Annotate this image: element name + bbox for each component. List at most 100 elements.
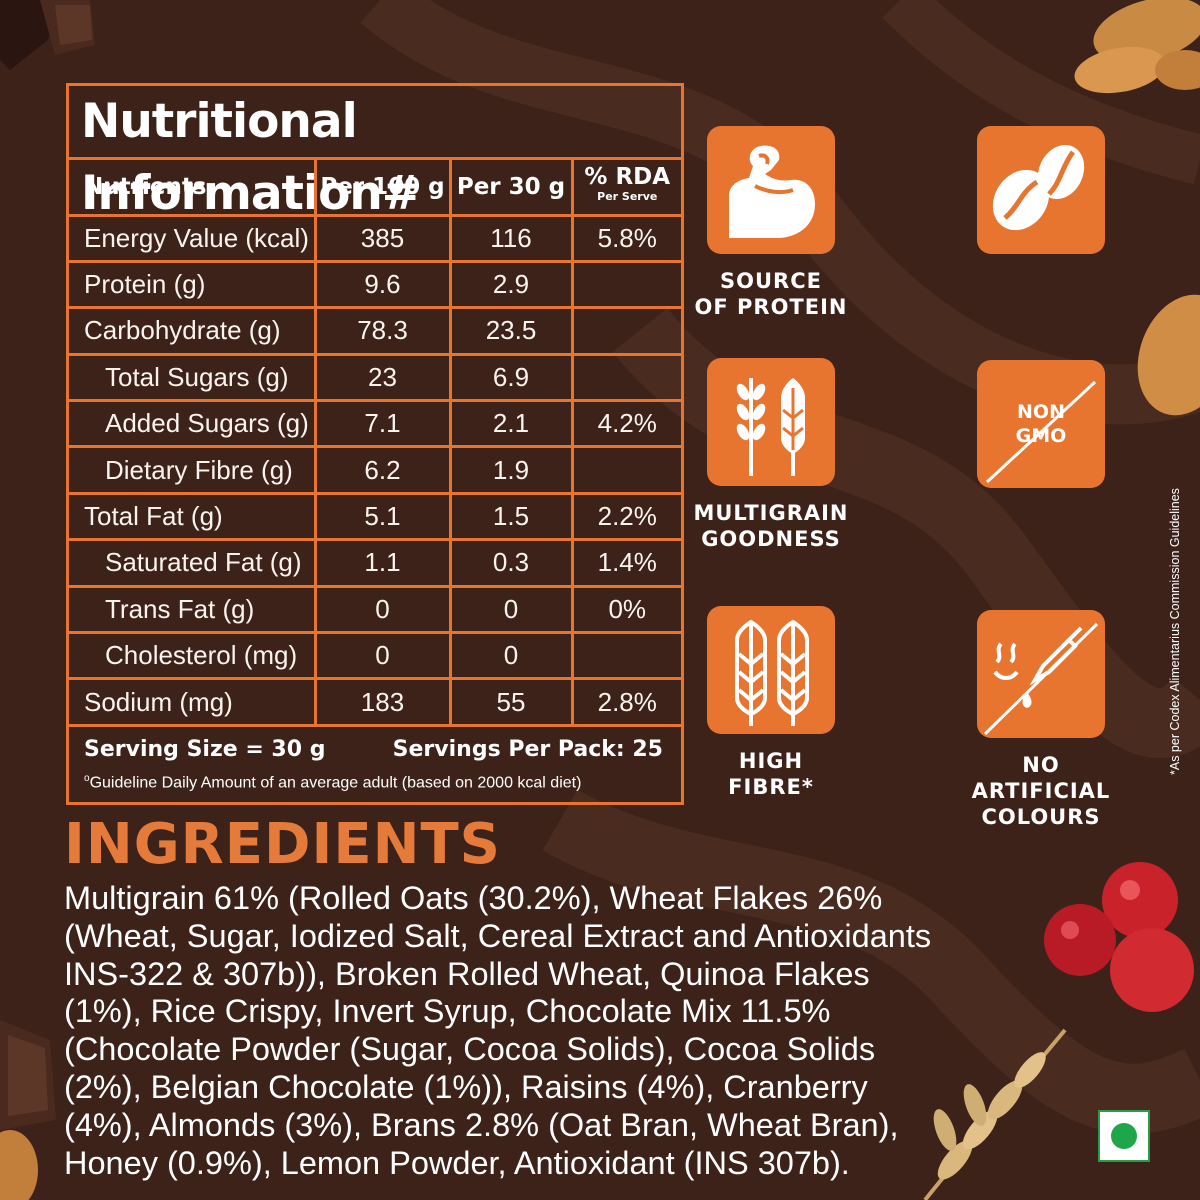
- rda-value: 2.8%: [570, 677, 681, 727]
- almond-image: [1137, 294, 1200, 416]
- header-rda-label: % RDA: [584, 163, 671, 190]
- badge-colours-label: NO ARTIFICIAL COLOURS: [971, 753, 1111, 829]
- badge-multigrain-label: MULTIGRAIN GOODNESS: [693, 501, 849, 551]
- codex-footnote: *As per Codex Alimentarius Commission Gu…: [1168, 488, 1182, 775]
- nutrient-name: Added Sugars (g): [69, 399, 317, 449]
- rda-value: [570, 306, 681, 356]
- table-row: Added Sugars (g) 7.1 2.1 4.2%: [69, 399, 681, 449]
- rda-value: 2.2%: [570, 491, 681, 542]
- nutrient-name: Total Sugars (g): [69, 352, 317, 403]
- badge-protein-tile: [707, 126, 835, 254]
- flexed-arm-icon: [729, 145, 815, 238]
- coffee-beans-icon: [992, 144, 1085, 231]
- no-dropper-icon: [983, 622, 1099, 736]
- rda-value: 4.2%: [570, 399, 681, 449]
- per-100g-value: 5.1: [313, 491, 452, 542]
- nutrient-name: Protein (g): [69, 259, 317, 310]
- per-100g-value: 9.6: [313, 259, 452, 310]
- per-100g-value: 7.1: [313, 399, 452, 449]
- table-row: Cholesterol (mg) 0 0: [69, 631, 681, 681]
- rda-value: [570, 631, 681, 681]
- table-row: Total Fat (g) 5.1 1.5 2.2%: [69, 491, 681, 542]
- table-row: Total Sugars (g) 23 6.9: [69, 352, 681, 403]
- header-rda: % RDA Per Serve: [570, 160, 681, 217]
- per-30g-value: 1.9: [448, 445, 574, 495]
- table-row: Sodium (mg) 183 55 2.8%: [69, 677, 681, 727]
- header-per-30g: Per 30 g: [448, 160, 574, 217]
- header-nutrients: Nutrients: [69, 160, 317, 217]
- nutrition-grid: Nutrients Per 100 g Per 30 g % RDA Per S…: [69, 160, 681, 727]
- badge-coffee-tile: [977, 126, 1105, 254]
- nutrient-name: Total Fat (g): [69, 491, 317, 542]
- nutrient-name: Dietary Fibre (g): [69, 445, 317, 495]
- per-30g-value: 0: [448, 584, 574, 635]
- nutrition-header-row: Nutrients Per 100 g Per 30 g % RDA Per S…: [69, 160, 681, 217]
- rda-value: 1.4%: [570, 538, 681, 588]
- per-30g-value: 2.1: [448, 399, 574, 449]
- header-per-100g: Per 100 g: [313, 160, 452, 217]
- guideline-note: oGuideline Daily Amount of an average ad…: [84, 773, 581, 792]
- per-30g-value: 0.3: [448, 538, 574, 588]
- per-30g-value: 1.5: [448, 491, 574, 542]
- rda-value: 5.8%: [570, 213, 681, 263]
- badge-fibre: HIGH FIBRE*: [681, 606, 861, 800]
- per-30g-value: 116: [448, 213, 574, 263]
- chocolate-almond-image: [0, 1020, 56, 1200]
- guideline-mark: o: [84, 773, 90, 784]
- badge-non-gmo: NON GMO: [951, 360, 1131, 488]
- rda-value: [570, 352, 681, 403]
- nutrition-title: Nutritional Information#: [69, 86, 681, 221]
- veg-mark-icon: [1098, 1110, 1150, 1162]
- table-row: Energy Value (kcal) 385 116 5.8%: [69, 213, 681, 263]
- badge-fibre-label: HIGH FIBRE*: [728, 749, 814, 799]
- rda-value: [570, 445, 681, 495]
- table-row: Saturated Fat (g) 1.1 0.3 1.4%: [69, 538, 681, 588]
- per-30g-value: 55: [448, 677, 574, 727]
- per-100g-value: 385: [313, 213, 452, 263]
- per-100g-value: 183: [313, 677, 452, 727]
- badge-protein: SOURCE OF PROTEIN: [681, 126, 861, 320]
- ingredients-title: INGREDIENTS: [64, 812, 502, 877]
- badge-protein-label: SOURCE OF PROTEIN: [694, 269, 848, 319]
- badge-colours-tile: [977, 610, 1105, 738]
- table-row: Protein (g) 9.6 2.9: [69, 259, 681, 310]
- badge-no-artificial-colours: NO ARTIFICIAL COLOURS: [951, 610, 1131, 830]
- badge-multigrain-tile: [707, 358, 835, 486]
- nutrition-footer: Serving Size = 30 g Servings Per Pack: 2…: [69, 724, 681, 802]
- per-100g-value: 0: [313, 631, 452, 681]
- per-100g-value: 1.1: [313, 538, 452, 588]
- nutrient-name: Trans Fat (g): [69, 584, 317, 635]
- wheat-icon: [735, 619, 809, 726]
- ingredients-text: Multigrain 61% (Rolled Oats (30.2%), Whe…: [64, 880, 932, 1181]
- badge-fibre-tile: [707, 606, 835, 734]
- per-30g-value: 6.9: [448, 352, 574, 403]
- no-gmo-icon: [985, 380, 1097, 484]
- nutrient-name: Carbohydrate (g): [69, 306, 317, 356]
- almonds-image: [1074, 0, 1200, 94]
- table-row: Carbohydrate (g) 78.3 23.5: [69, 306, 681, 356]
- per-100g-value: 78.3: [313, 306, 452, 356]
- per-30g-value: 0: [448, 631, 574, 681]
- nutrient-name: Saturated Fat (g): [69, 538, 317, 588]
- chocolate-pieces-image: [0, 0, 95, 70]
- rda-value: [570, 259, 681, 310]
- veg-dot: [1111, 1123, 1137, 1149]
- nutrient-name: Cholesterol (mg): [69, 631, 317, 681]
- per-30g-value: 23.5: [448, 306, 574, 356]
- grain-stalks-icon: [736, 378, 805, 476]
- badge-coffee: [951, 126, 1131, 268]
- badge-non-gmo-tile: NON GMO: [977, 360, 1105, 488]
- nutrition-table: Nutritional Information# Nutrients Per 1…: [66, 83, 684, 805]
- servings-per-pack: Servings Per Pack: 25: [392, 737, 663, 762]
- oat-stalk-image: [923, 1028, 1067, 1200]
- cranberries-image: [1044, 862, 1194, 1012]
- per-100g-value: 6.2: [313, 445, 452, 495]
- header-rda-sub: Per Serve: [597, 189, 658, 203]
- badge-non-gmo-text: NON GMO: [1015, 401, 1067, 447]
- per-100g-value: 23: [313, 352, 452, 403]
- guideline-text: Guideline Daily Amount of an average adu…: [89, 774, 582, 792]
- badge-multigrain: MULTIGRAIN GOODNESS: [681, 358, 861, 552]
- serving-size: Serving Size = 30 g: [84, 737, 326, 762]
- nutrient-name: Energy Value (kcal): [69, 213, 317, 263]
- per-100g-value: 0: [313, 584, 452, 635]
